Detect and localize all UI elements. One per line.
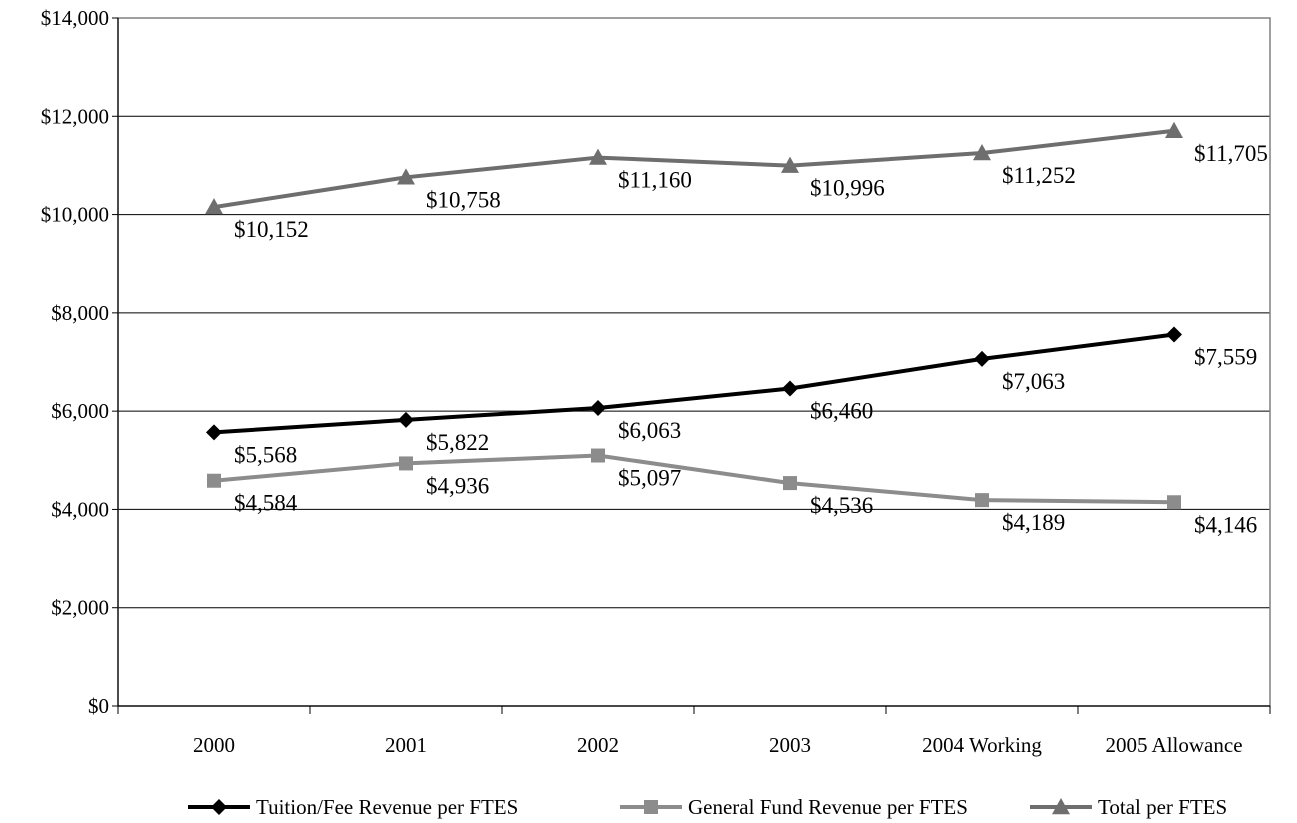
data-label: $10,758 — [426, 187, 501, 212]
data-point — [1165, 121, 1183, 138]
legend-item: Tuition/Fee Revenue per FTES — [188, 795, 518, 819]
data-label: $7,559 — [1194, 345, 1257, 370]
legend-item: General Fund Revenue per FTES — [620, 795, 968, 819]
data-point — [591, 448, 605, 463]
data-label: $4,536 — [810, 493, 873, 518]
data-label: $11,705 — [1194, 141, 1268, 166]
y-tick-label: $12,000 — [41, 104, 109, 128]
data-point — [207, 473, 221, 488]
data-point — [783, 476, 797, 491]
legend: Tuition/Fee Revenue per FTES General Fund… — [188, 795, 1227, 819]
series-line — [213, 453, 1175, 505]
legend-marker — [1052, 798, 1070, 815]
series — [205, 121, 1183, 510]
data-point — [589, 148, 607, 165]
data-point — [590, 400, 606, 417]
x-tick-label: 2005 Allowance — [1105, 733, 1242, 757]
legend-item: Total per FTES — [1030, 795, 1227, 819]
series-square — [207, 448, 1181, 510]
data-point — [973, 144, 991, 161]
y-tick-label: $10,000 — [41, 203, 109, 227]
plot-area — [117, 17, 1271, 707]
data-label: $6,460 — [810, 399, 873, 424]
x-tick-label: 2000 — [193, 733, 235, 757]
y-tick-label: $6,000 — [51, 399, 109, 423]
y-tick-label: $4,000 — [51, 497, 109, 521]
data-label: $4,936 — [426, 473, 489, 498]
y-tick-label: $2,000 — [51, 596, 109, 620]
data-label: $11,160 — [618, 168, 692, 193]
data-label: $4,146 — [1194, 512, 1257, 537]
series-line — [213, 332, 1175, 435]
legend-label: Tuition/Fee Revenue per FTES — [256, 795, 518, 819]
gridlines — [118, 115, 1270, 609]
x-tick-label: 2002 — [577, 733, 619, 757]
y-tick-label: $0 — [88, 694, 109, 718]
data-label: $11,252 — [1002, 163, 1076, 188]
data-point — [399, 456, 413, 471]
legend-marker — [644, 800, 658, 814]
series-triangle — [205, 121, 1183, 215]
data-label: $10,152 — [234, 217, 309, 242]
data-point — [974, 350, 990, 367]
data-point — [206, 424, 222, 441]
data-point — [1167, 495, 1181, 510]
data-point — [205, 198, 223, 215]
data-label: $10,996 — [810, 176, 885, 201]
data-label: $5,568 — [234, 442, 297, 467]
data-point — [781, 156, 799, 173]
data-label: $7,063 — [1002, 369, 1065, 394]
legend-label: General Fund Revenue per FTES — [688, 795, 968, 819]
x-tick-label: 2003 — [769, 733, 811, 757]
data-point — [397, 168, 415, 185]
data-point — [975, 493, 989, 508]
x-tick-label: 2001 — [385, 733, 427, 757]
data-label: $5,097 — [618, 466, 681, 491]
series-diamond — [206, 326, 1182, 441]
legend-marker — [211, 799, 227, 815]
data-point — [1166, 326, 1182, 343]
y-tick-label: $14,000 — [41, 6, 109, 30]
series-line — [213, 128, 1175, 210]
data-label: $5,822 — [426, 430, 489, 455]
data-label: $4,189 — [1002, 510, 1065, 535]
data-point — [782, 380, 798, 397]
x-tick-label: 2004 Working — [922, 733, 1042, 757]
axes: $0 $2,000 $4,000 $6,000 $8,000 $10,000 $12,000… — [41, 6, 1271, 757]
data-labels: $5,568 $5,822 $6,063 $6,460 $7,063 $7,559 $4,5… — [234, 141, 1268, 537]
data-point — [398, 411, 414, 428]
legend-label: Total per FTES — [1098, 795, 1227, 819]
data-label: $4,584 — [234, 491, 298, 516]
data-label: $6,063 — [618, 418, 681, 443]
y-tick-label: $8,000 — [51, 301, 109, 325]
